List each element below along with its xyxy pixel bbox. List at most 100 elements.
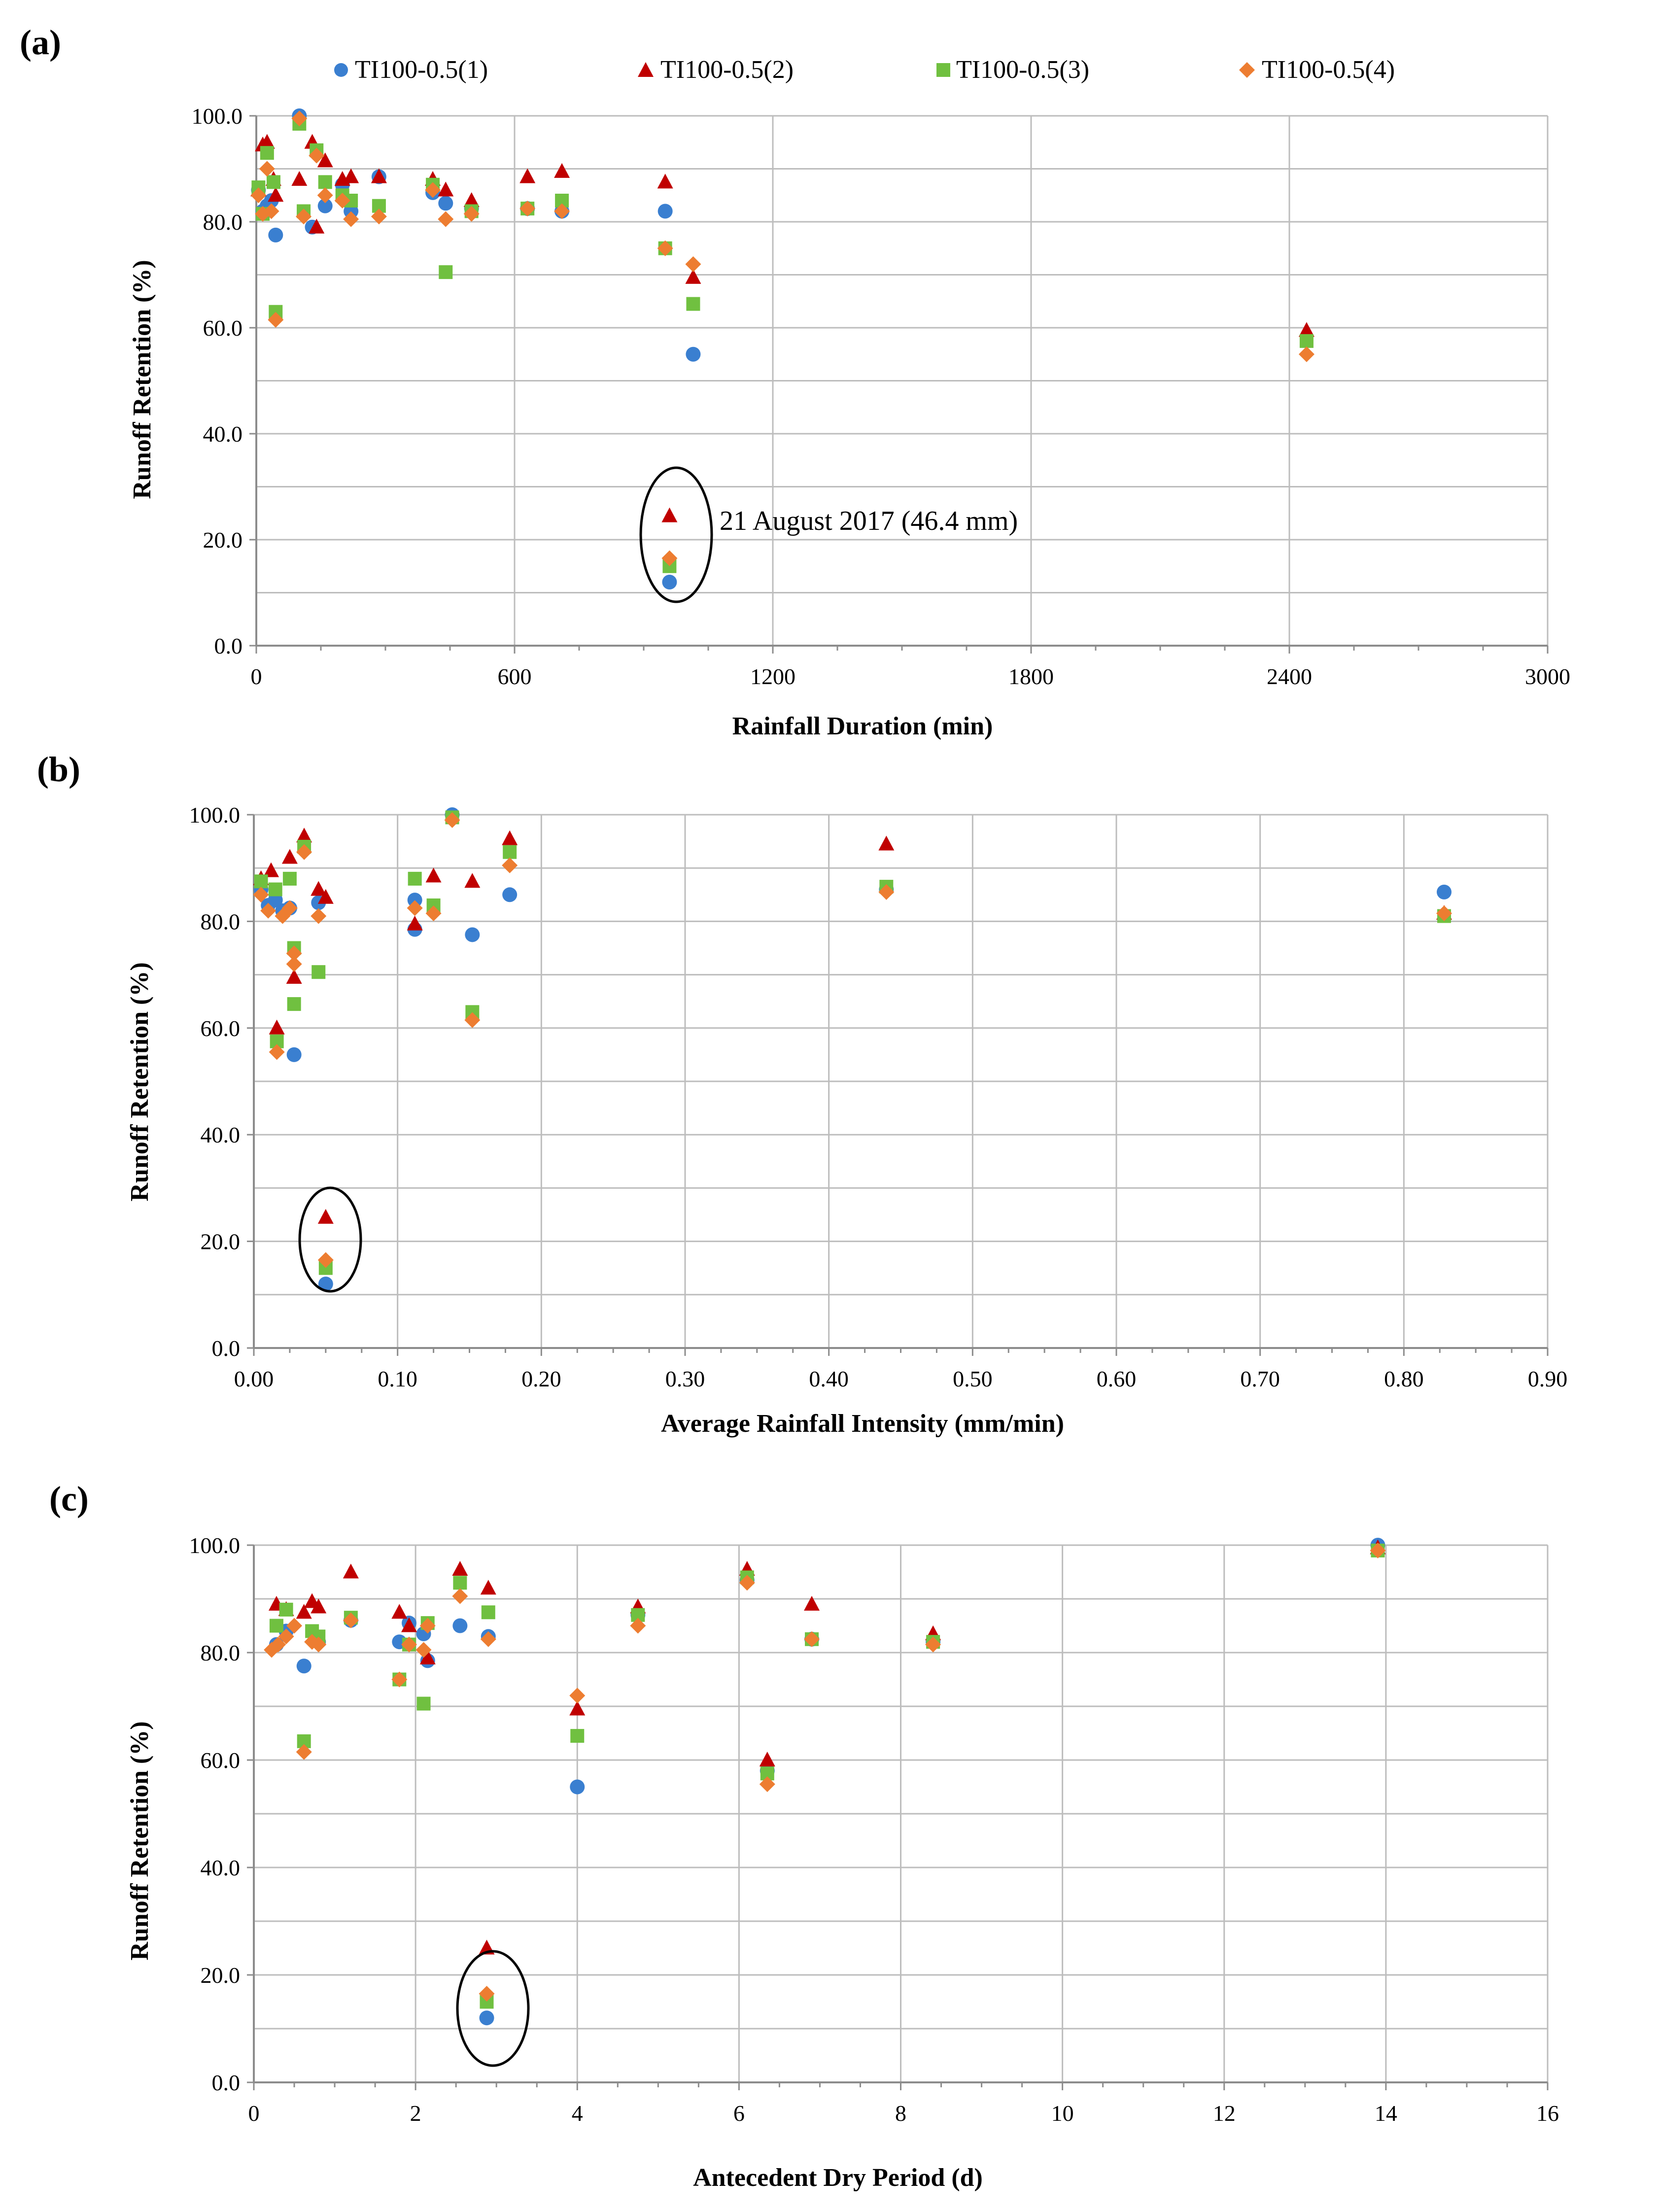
- x-tick-label: 8: [895, 2101, 906, 2126]
- y-tick-label: 60.0: [201, 1748, 241, 1773]
- x-tick-label: 0.40: [809, 1366, 849, 1391]
- annotation: [298, 1186, 362, 1293]
- data-point-triangle: [438, 181, 454, 197]
- highlight-ellipse: [639, 466, 713, 603]
- data-point-diamond: [401, 1636, 417, 1653]
- data-point-circle: [438, 196, 453, 211]
- panel-label-b: (b): [37, 750, 80, 789]
- data-point-triangle: [269, 1019, 285, 1035]
- data-point-diamond: [419, 1618, 436, 1634]
- data-point-square: [282, 871, 297, 886]
- data-point-diamond: [759, 1776, 775, 1793]
- data-point-diamond: [291, 110, 308, 127]
- data-point-diamond: [317, 1252, 334, 1268]
- data-point-triangle: [463, 192, 480, 207]
- data-point-circle: [268, 227, 283, 242]
- y-tick-label: 0.0: [212, 1336, 241, 1361]
- x-axis-title: Rainfall Duration (min): [732, 712, 993, 740]
- x-tick-label: 16: [1536, 2101, 1559, 2126]
- y-tick-label: 100.0: [189, 802, 241, 828]
- grid: [254, 814, 1549, 1348]
- data-point-diamond: [269, 1044, 285, 1060]
- panel-a: (a) Runoff Retention (%) Rainfall Durati…: [20, 23, 1570, 740]
- data-point-diamond: [1298, 346, 1314, 362]
- y-tick-label: 80.0: [201, 1640, 241, 1665]
- data-point-triangle: [1298, 322, 1314, 337]
- data-point-triangle: [519, 168, 536, 183]
- data-point-triangle: [317, 1209, 334, 1224]
- data-point-diamond: [286, 945, 302, 962]
- data-point-circle: [296, 1659, 311, 1674]
- data-point-triangle: [502, 830, 518, 845]
- data-point-diamond: [296, 1744, 312, 1760]
- data-point-circle: [662, 575, 677, 589]
- data-point-circle: [407, 893, 422, 908]
- data-point-circle: [570, 1779, 585, 1795]
- x-tick-label: 0.60: [1097, 1366, 1137, 1391]
- data-point-diamond: [661, 550, 678, 566]
- data-point-square: [287, 997, 301, 1011]
- data-points: [250, 108, 1314, 589]
- y-tick-label: 20.0: [201, 1229, 241, 1254]
- data-point-diamond: [253, 887, 269, 903]
- legend-entry-1: TI100-0.5(1): [334, 56, 488, 84]
- data-point-diamond: [311, 908, 327, 924]
- data-point-diamond: [281, 900, 298, 916]
- data-point-diamond: [317, 187, 333, 204]
- data-point-square: [453, 1576, 467, 1590]
- annotation-label: 21 August 2017 (46.4 mm): [720, 506, 1018, 536]
- data-point-triangle: [554, 163, 570, 178]
- axes: [249, 115, 1549, 654]
- x-axis-title: Antecedent Dry Period (d): [693, 2164, 983, 2192]
- data-point-triangle: [452, 1561, 468, 1576]
- x-tick-label: 0.70: [1240, 1366, 1280, 1391]
- y-tick-label: 80.0: [201, 909, 241, 934]
- grid: [256, 115, 1549, 646]
- data-point-triangle: [419, 1649, 436, 1664]
- data-point-square: [439, 265, 453, 279]
- y-tick-label: 100.0: [192, 104, 243, 129]
- y-tick-label: 0.0: [214, 633, 243, 658]
- y-tick-label: 40.0: [201, 1855, 241, 1880]
- y-tick-label: 60.0: [203, 315, 243, 341]
- data-point-diamond: [270, 1636, 286, 1653]
- data-point-square: [408, 871, 422, 886]
- data-point-triangle: [661, 507, 678, 522]
- data-point-triangle: [259, 134, 275, 149]
- data-point-diamond: [502, 857, 518, 873]
- data-point-diamond: [925, 1636, 941, 1653]
- legend-label-2: TI100-0.5(2): [660, 56, 794, 84]
- tick-labels: 0 600 1200 1800 2400 3000 0.0 20.0 40.0 60.0 80.0 1…: [192, 104, 1571, 689]
- data-point-triangle: [569, 1700, 586, 1716]
- legend-label-4: TI100-0.5(4): [1262, 56, 1395, 84]
- data-point-triangle: [759, 1752, 775, 1766]
- axes: [247, 1544, 1549, 2090]
- x-tick-label: 1800: [1008, 664, 1054, 689]
- highlight-ellipse: [298, 1186, 362, 1293]
- data-point-diamond: [343, 211, 359, 227]
- y-tick-label: 20.0: [201, 1963, 241, 1988]
- y-axis-title: Runoff Retention (%): [126, 962, 154, 1201]
- data-point-circle: [286, 1047, 302, 1062]
- data-point-square: [311, 965, 326, 979]
- data-point-diamond: [480, 1631, 496, 1647]
- data-point-diamond: [250, 187, 267, 204]
- data-point-square: [503, 845, 517, 859]
- data-point-triangle: [286, 969, 302, 984]
- data-point-circle: [465, 927, 480, 942]
- data-point-diamond: [630, 1618, 646, 1634]
- panel-label-a: (a): [20, 23, 61, 62]
- data-point-triangle: [311, 1598, 327, 1614]
- data-point-circle: [502, 887, 518, 902]
- data-point-square: [1299, 334, 1314, 348]
- data-point-circle: [317, 198, 333, 213]
- data-point-diamond: [343, 1612, 359, 1628]
- x-tick-label: 0.10: [378, 1366, 417, 1391]
- legend-entry-3: TI100-0.5(3): [936, 56, 1089, 84]
- x-axis-title: Average Rainfall Intensity (mm/min): [661, 1410, 1064, 1438]
- data-point-triangle: [464, 873, 481, 888]
- tick-labels: 0 2 4 6 8 10 12 14 16 0.0 20.0 40.0 60.0 80.0 100.0: [189, 1533, 1559, 2126]
- data-point-triangle: [281, 849, 298, 864]
- data-point-diamond: [519, 201, 536, 217]
- data-point-circle: [268, 893, 283, 908]
